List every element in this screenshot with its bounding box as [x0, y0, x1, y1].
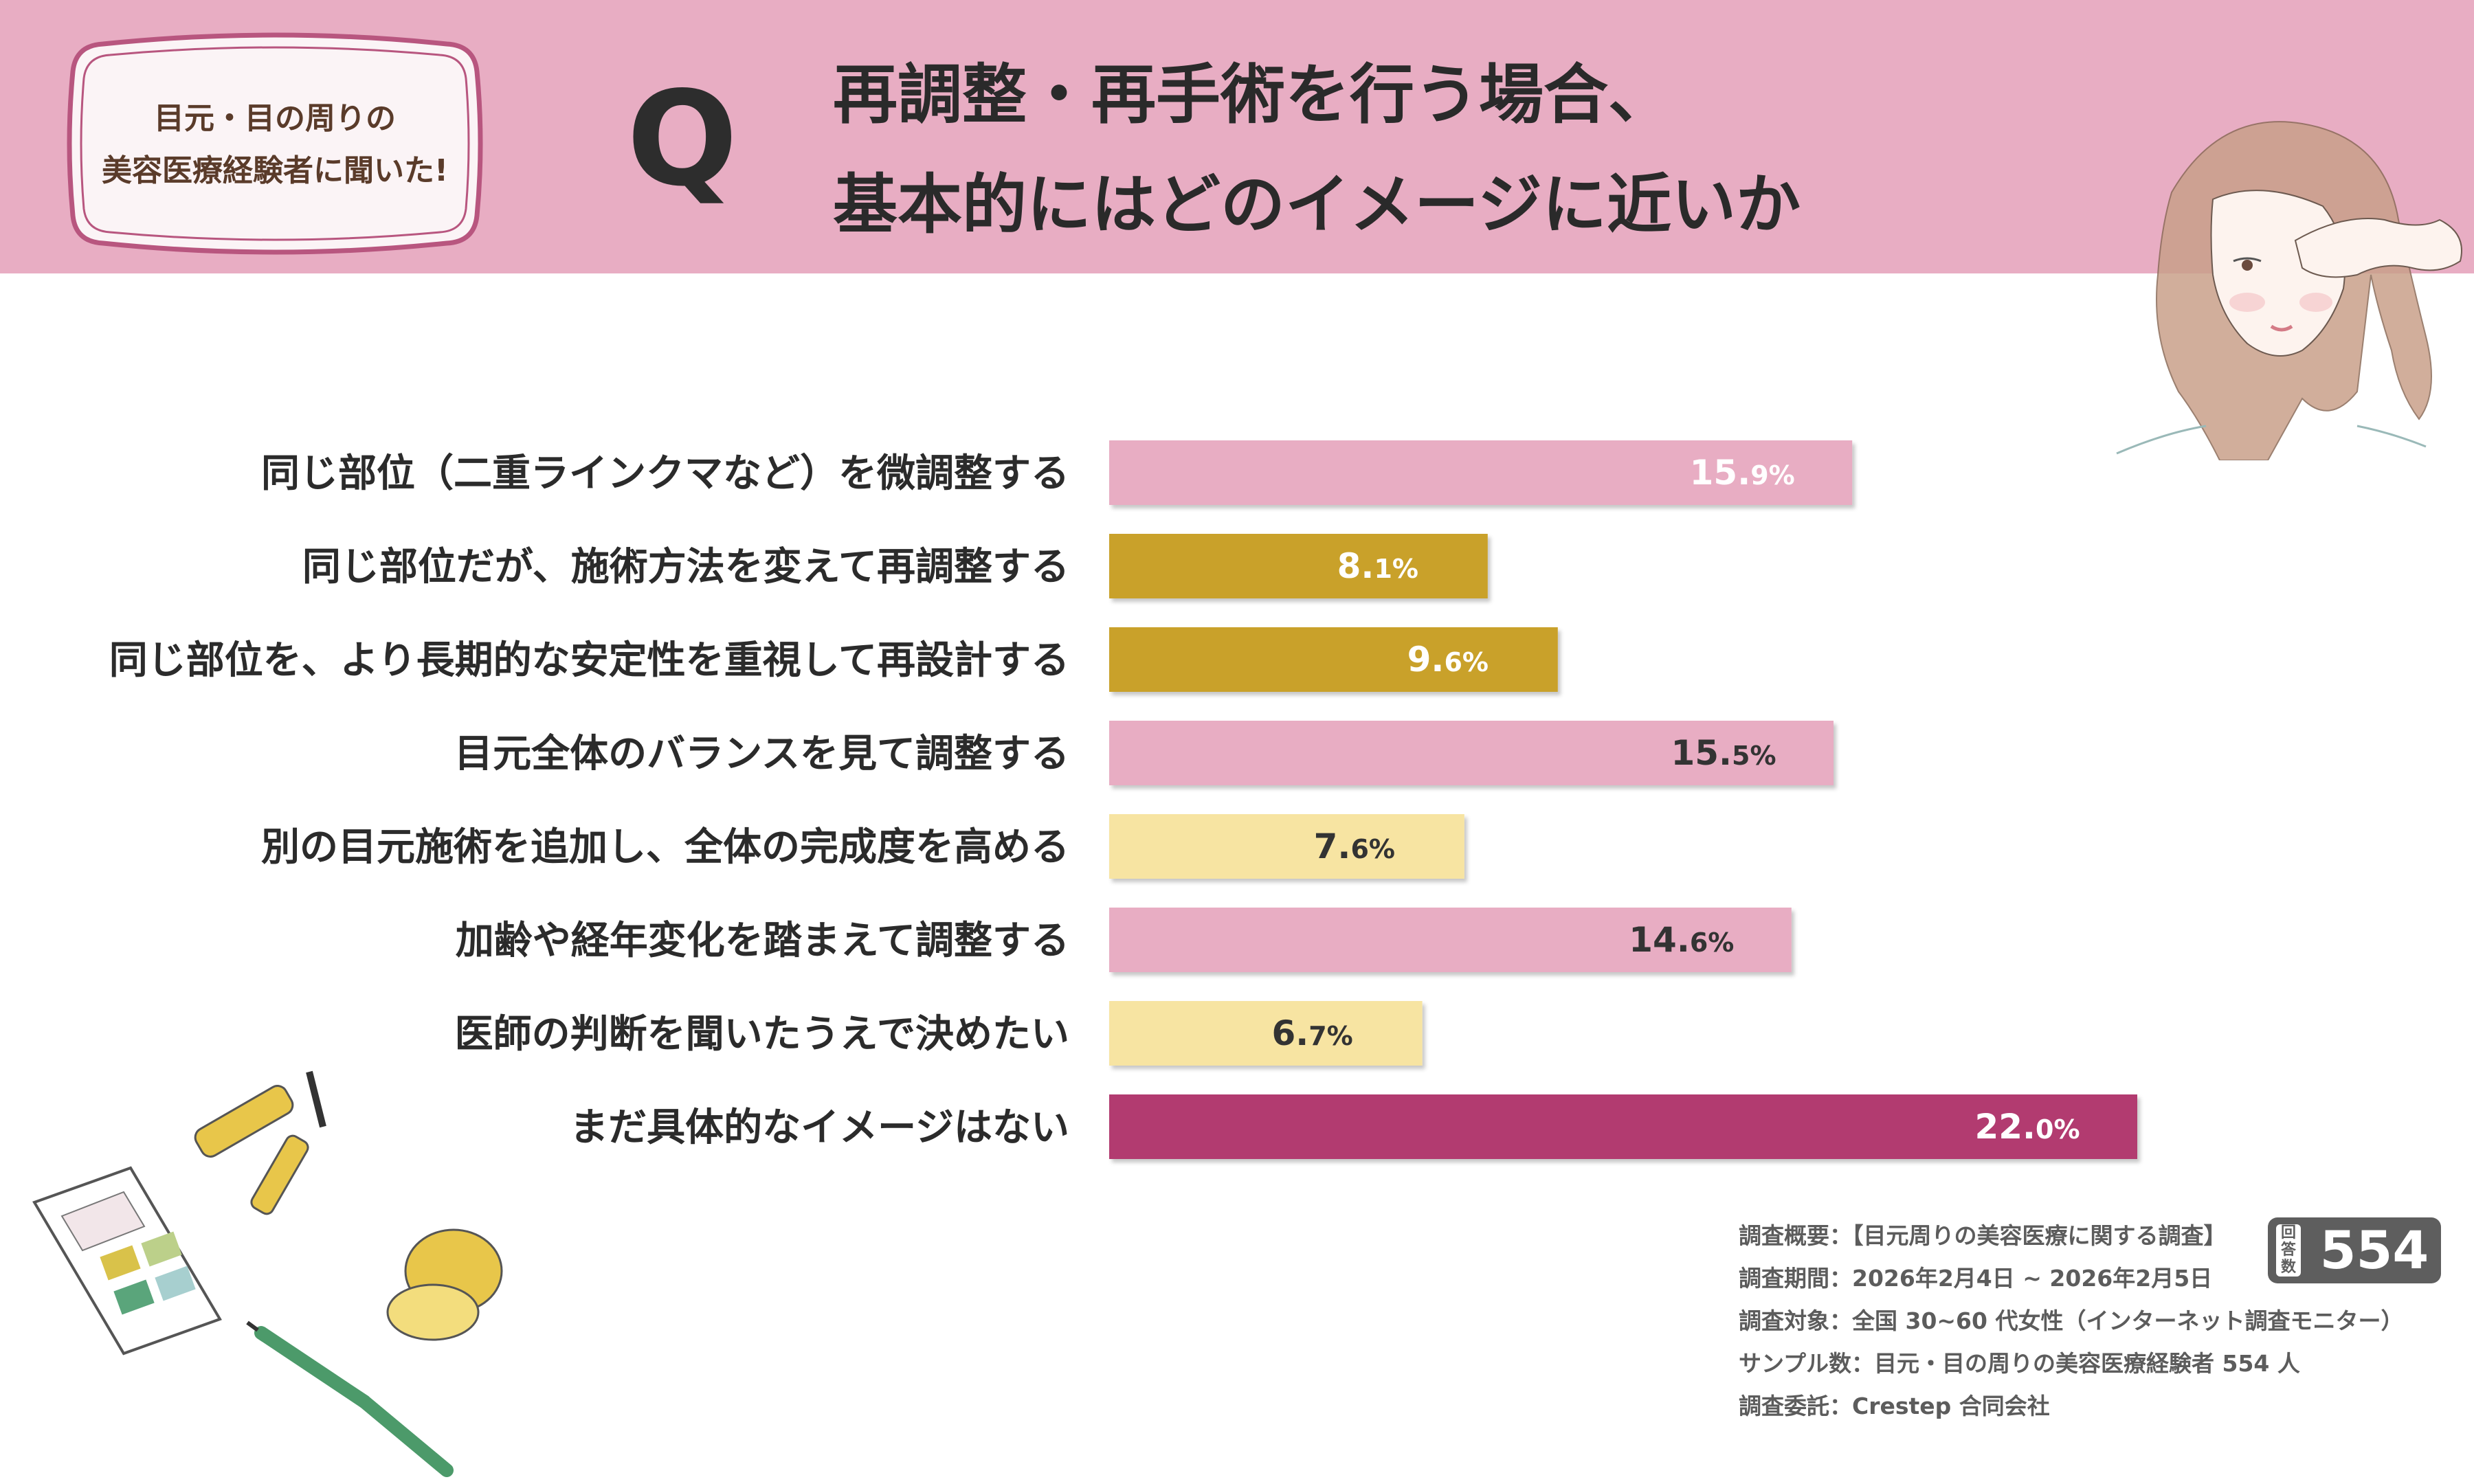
survey-sample-size: サンプル数：目元・目の周りの美容医療経験者 554 人 — [1739, 1350, 2300, 1377]
eyeliner-pen — [246, 1320, 454, 1477]
eyeshadow-palette — [32, 1166, 222, 1356]
mascara — [194, 1070, 326, 1215]
category-label: 医師の判断を聞いたうえで決めたい — [455, 1012, 1069, 1057]
category-label: 同じ部位（二重ラインクマなど）を微調整する — [261, 451, 1069, 496]
category-label: まだ具体的なイメージはない — [570, 1105, 1069, 1150]
value-label: 6.7% — [1271, 1013, 1352, 1053]
badge-frame — [67, 32, 483, 255]
header-banner: 目元・目の周りの 美容医療経験者に聞いた! Q 再調整・再手術を行う場合、 基本… — [0, 0, 2474, 273]
bar — [1109, 721, 1834, 785]
category-label: 同じ部位を、より長期的な安定性を重視して再設計する — [109, 638, 1069, 683]
survey-overview: 調査概要：【目元周りの美容医療に関する調査】 — [1739, 1222, 2227, 1249]
category-label: 別の目元施術を追加し、全体の完成度を高める — [261, 825, 1069, 870]
category-label: 同じ部位だが、施術方法を変えて再調整する — [302, 545, 1069, 589]
value-label: 15.9% — [1690, 453, 1795, 493]
value-label: 7.6% — [1314, 827, 1395, 866]
value-label: 14.6% — [1629, 920, 1734, 960]
survey-period: 調査期間：2026年2月4日 ~ 2026年2月5日 — [1739, 1265, 2213, 1292]
badge-line-1: 目元・目の周りの — [154, 101, 396, 136]
bar — [1109, 1094, 2137, 1159]
survey-contractor: 調査委託：Crestep 合同会社 — [1739, 1393, 2050, 1419]
question-title-line-1: 再調整・再手術を行う場合、 — [833, 58, 1673, 133]
bar-chart: 同じ部位（二重ラインクマなど）を微調整する 15.9% 同じ部位だが、施術方法を変え… — [109, 440, 2137, 1159]
cosmetics-illustration — [32, 1070, 503, 1477]
question-title-line-2: 基本的にはどのイメージに近いか — [833, 168, 1801, 243]
woman-illustration — [2116, 121, 2462, 460]
bar — [1109, 627, 1558, 692]
bar — [1109, 908, 1792, 972]
bar — [1109, 814, 1464, 879]
question-marker: Q — [627, 63, 738, 215]
respondent-count-badge: 回答数 554 — [2268, 1217, 2441, 1283]
category-label: 加齢や経年変化を踏まえて調整する — [456, 919, 1069, 963]
survey-badge: 目元・目の周りの 美容医療経験者に聞いた! — [62, 30, 488, 257]
badge-line-2: 美容医療経験者に聞いた! — [101, 153, 449, 188]
value-label: 15.5% — [1671, 733, 1776, 773]
category-label: 目元全体のバランスを見て調整する — [454, 732, 1069, 776]
bar — [1109, 534, 1488, 598]
value-label: 22.0% — [1974, 1107, 2080, 1147]
respondent-count: 554 — [2319, 1219, 2429, 1281]
value-label: 8.1% — [1337, 546, 1418, 586]
compact-case — [386, 1228, 503, 1341]
bar — [1109, 440, 1853, 505]
survey-target: 調査対象：全国 30~60 代女性（インターネット調査モニター） — [1739, 1307, 2404, 1334]
value-label: 9.6% — [1407, 640, 1489, 679]
bar — [1109, 1001, 1423, 1066]
respondent-count-label: 回答数 — [2276, 1224, 2301, 1277]
